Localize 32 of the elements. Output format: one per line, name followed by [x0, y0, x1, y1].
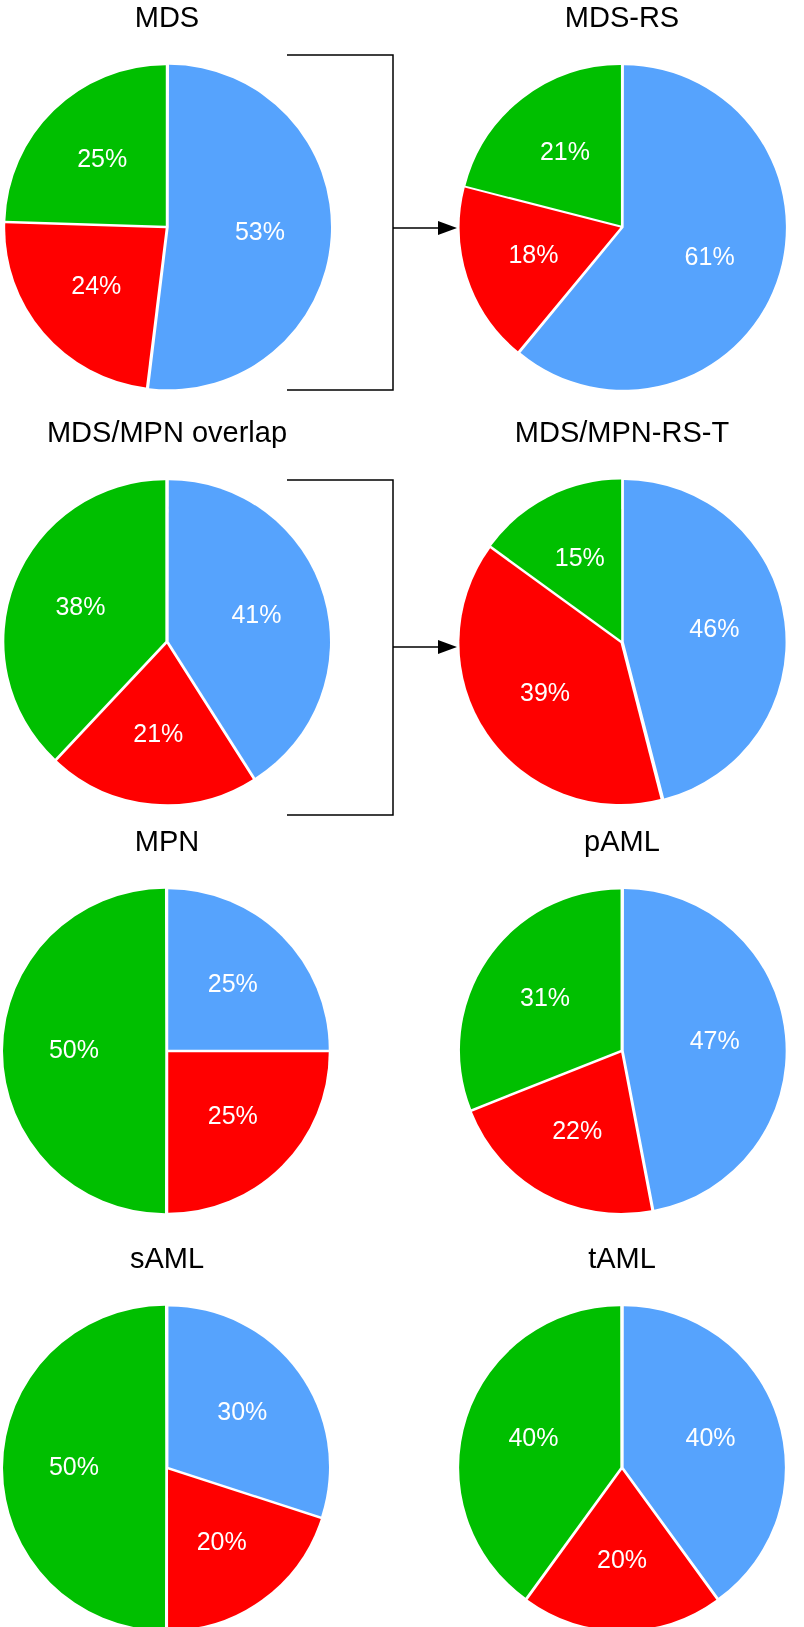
chart-title: MDS — [133, 0, 201, 35]
data-label: 50% — [48, 1451, 99, 1480]
data-label: 15% — [554, 542, 605, 571]
chart-title: MDS/MPN-RS-T — [513, 415, 731, 450]
data-label: 39% — [519, 678, 571, 707]
data-label: 21% — [133, 718, 184, 747]
chart-title: pAML — [583, 824, 661, 859]
data-label: 25% — [77, 144, 128, 173]
data-label: 47% — [689, 1026, 740, 1055]
data-label: 61% — [684, 242, 735, 271]
chart-title: tAML — [587, 1241, 657, 1276]
chart-title: MDS/MPN overlap — [45, 415, 289, 450]
data-label: 22% — [552, 1116, 603, 1145]
data-label: 18% — [508, 239, 559, 268]
data-label: 53% — [234, 216, 285, 245]
data-label: 50% — [48, 1034, 99, 1063]
data-label: 46% — [689, 614, 740, 643]
data-label: 31% — [519, 982, 571, 1011]
data-label: 41% — [231, 599, 282, 628]
data-label: 25% — [207, 969, 258, 998]
data-label: 40% — [508, 1423, 559, 1452]
data-label: 21% — [539, 137, 590, 166]
chart-title: sAML — [128, 1241, 206, 1276]
data-label: 38% — [55, 591, 106, 620]
chart-title: MPN — [133, 824, 201, 859]
data-label: 40% — [685, 1423, 736, 1452]
data-label: 25% — [207, 1100, 258, 1129]
data-label: 30% — [217, 1397, 268, 1426]
chart-title: MDS-RS — [563, 0, 681, 35]
data-label: 24% — [71, 271, 122, 300]
data-label: 20% — [596, 1544, 648, 1573]
data-label: 20% — [196, 1527, 247, 1556]
